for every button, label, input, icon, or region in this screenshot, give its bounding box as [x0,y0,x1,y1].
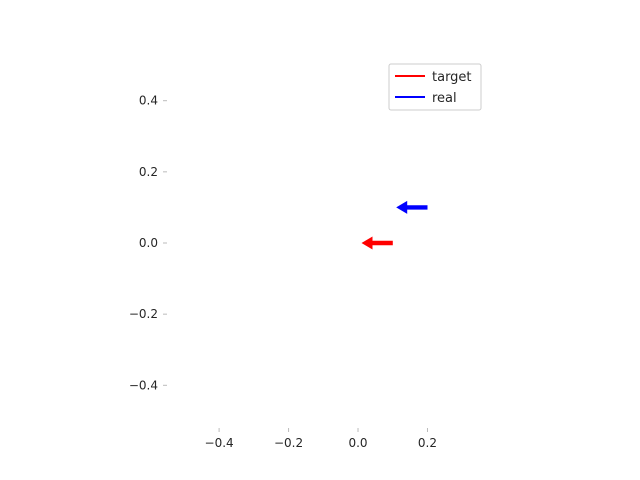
y-tick-label: 0.2 [139,165,158,179]
x-tick-label: −0.2 [274,436,303,450]
legend-real-label: real [432,91,457,106]
y-tick-label: 0.4 [139,94,158,108]
legend-target-label: target [432,70,472,85]
x-tick-label: 0.2 [418,436,437,450]
x-tick-label: 0.0 [348,436,367,450]
axes: 0.4 0.2 0.0 −0.2 −0.4 −0.4 −0.2 0.0 0.2 [129,94,437,450]
arrows [361,200,428,250]
y-tick-label: −0.4 [129,378,158,392]
y-tick-label: −0.2 [129,307,158,321]
arrow-target [361,236,393,250]
legend: target real [388,63,482,111]
y-tick-label: 0.0 [139,236,158,250]
arrow-real [396,200,428,214]
x-tick-label: −0.4 [205,436,234,450]
